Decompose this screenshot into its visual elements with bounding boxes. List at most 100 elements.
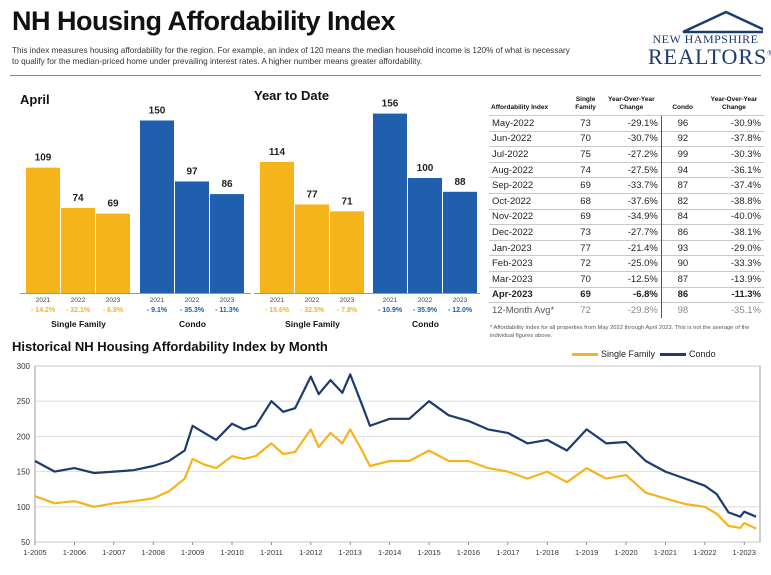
ytd-title: Year to Date xyxy=(254,88,330,103)
bar-value-label: 114 xyxy=(269,147,286,158)
table-cell: 69 xyxy=(569,208,602,225)
bar-category-label: 2022 xyxy=(305,297,320,304)
history-chart-title: Historical NH Housing Affordability Inde… xyxy=(12,339,328,354)
x-tick-label: 1-2019 xyxy=(575,548,598,557)
bar-category-label: 2023 xyxy=(453,297,468,304)
bar-group-label: Single Family xyxy=(285,319,340,329)
bar-value-label: 69 xyxy=(107,199,119,210)
table-cell: 99 xyxy=(660,146,704,163)
table-cell: Aug-2022 xyxy=(489,161,570,178)
affordability-table: Affordability Index Single Family Year-O… xyxy=(489,96,764,318)
table-cell: -29.0% xyxy=(703,239,764,256)
table-cell: -34.9% xyxy=(601,208,662,225)
bar-change-label: - 9.1% xyxy=(147,307,168,314)
legend-label-sf: Single Family xyxy=(601,349,656,359)
bar-change-label: - 32.1% xyxy=(66,307,91,314)
bar-value-label: 86 xyxy=(221,179,233,190)
bar-condo-2021 xyxy=(373,113,407,293)
table-cell: -33.7% xyxy=(601,177,662,194)
table-cell: Feb-2023 xyxy=(489,255,570,272)
table-cell: 92 xyxy=(660,130,704,147)
table-cell: 70 xyxy=(569,270,602,288)
table-cell: Jul-2022 xyxy=(489,146,570,163)
table-cell: -27.7% xyxy=(601,224,662,241)
bar-category-label: 2022 xyxy=(71,297,86,304)
table-cell: 73 xyxy=(569,224,602,241)
header-divider xyxy=(10,75,761,76)
bar-change-label: - 7.8% xyxy=(337,307,358,314)
bar-single-family-2021 xyxy=(26,167,60,293)
col-header-condo: Condo xyxy=(672,104,693,111)
x-tick-label: 1-2006 xyxy=(63,548,86,557)
table-cell: -37.8% xyxy=(703,130,764,147)
x-tick-label: 1-2008 xyxy=(142,548,165,557)
y-tick-label: 250 xyxy=(17,397,31,406)
table-cell: -29.8% xyxy=(601,302,662,318)
bar-value-label: 71 xyxy=(341,196,353,207)
table-footnote: * Affordability Index for all properties… xyxy=(490,325,750,339)
x-tick-label: 1-2014 xyxy=(378,548,401,557)
x-tick-label: 1-2023 xyxy=(733,548,756,557)
table-cell: Mar-2023 xyxy=(489,270,570,288)
x-tick-label: 1-2010 xyxy=(220,548,243,557)
x-tick-label: 1-2012 xyxy=(299,548,322,557)
table-cell: 69 xyxy=(569,286,602,303)
col-header-condo-change: Year-Over-Year Change xyxy=(710,96,758,111)
table-cell: Jan-2023 xyxy=(489,239,570,256)
history-line-chart: 50 100 150 200 250 300 1-2005 1-2006 1-2007 1-200… xyxy=(17,362,761,557)
table-cell: 70 xyxy=(569,130,602,147)
x-tick-label: 1-2016 xyxy=(457,548,480,557)
table-cell: -25.0% xyxy=(601,255,662,272)
bar-category-label: 2021 xyxy=(36,297,51,304)
table-cell: 90 xyxy=(660,255,704,272)
table-cell: -27.2% xyxy=(601,146,662,163)
bar-change-label: - 15.6% xyxy=(265,307,290,314)
table-cell: 87 xyxy=(660,177,704,194)
bar-change-label: - 11.3% xyxy=(215,307,240,314)
history-legend: Single Family Condo xyxy=(572,349,716,359)
col-header-month: Affordability Index xyxy=(491,104,549,111)
bar-category-label: 2023 xyxy=(340,297,355,304)
x-tick-label: 1-2005 xyxy=(23,548,46,557)
x-tick-label: 1-2017 xyxy=(496,548,519,557)
table-cell: 94 xyxy=(660,161,704,178)
table-cell: 12-Month Avg* xyxy=(489,302,570,318)
table-cell: Dec-2022 xyxy=(489,224,570,241)
y-tick-label: 100 xyxy=(17,503,31,512)
table-cell: 96 xyxy=(660,115,704,132)
legend-label-condo: Condo xyxy=(689,349,716,359)
table-row: Nov-2022 69 -34.9% 84 -40.0% xyxy=(489,208,764,225)
table-row: May-2022 73 -29.1% 96 -30.9% xyxy=(489,115,764,132)
bar-category-label: 2021 xyxy=(383,297,398,304)
bar-value-label: 100 xyxy=(417,163,434,174)
x-tick-label: 1-2007 xyxy=(102,548,125,557)
table-cell: 75 xyxy=(569,146,602,163)
table-cell: 84 xyxy=(660,208,704,225)
table-cell: -40.0% xyxy=(703,208,764,225)
bar-category-label: 2023 xyxy=(106,297,121,304)
x-tick-label: 1-2015 xyxy=(417,548,440,557)
table-cell: Sep-2022 xyxy=(489,177,570,194)
table-cell: 98 xyxy=(660,302,704,318)
bar-value-label: 77 xyxy=(306,189,318,200)
bar-value-label: 156 xyxy=(382,99,399,110)
table-cell: Oct-2022 xyxy=(489,192,570,210)
table-row: Jun-2022 70 -30.7% 92 -37.8% xyxy=(489,130,764,147)
series-line-single-family xyxy=(34,428,757,530)
table-row: Oct-2022 68 -37.6% 82 -38.8% xyxy=(489,192,764,210)
logo-line-1: NEW HAMPSHIRE xyxy=(652,32,759,46)
table-cell: -30.7% xyxy=(601,130,662,147)
table-cell: -38.1% xyxy=(703,224,764,241)
realtors-logo: NEW HAMPSHIRE REALTORS® xyxy=(648,10,771,70)
legend-swatch-sf xyxy=(572,353,598,357)
table-cell: 86 xyxy=(660,224,704,241)
house-roof-icon xyxy=(682,10,770,34)
bar-change-label: - 12.0% xyxy=(448,307,473,314)
table-cell: 69 xyxy=(569,177,602,194)
table-row: Dec-2022 73 -27.7% 86 -38.1% xyxy=(489,224,764,241)
bar-value-label: 74 xyxy=(72,193,84,204)
bar-category-label: 2022 xyxy=(185,297,200,304)
y-tick-label: 300 xyxy=(17,362,31,371)
bar-charts: 109 2021 - 14.2% 74 2022 - 32.1% 69 2023 - 6.8% S… xyxy=(20,99,480,329)
plot-frame xyxy=(34,365,761,543)
